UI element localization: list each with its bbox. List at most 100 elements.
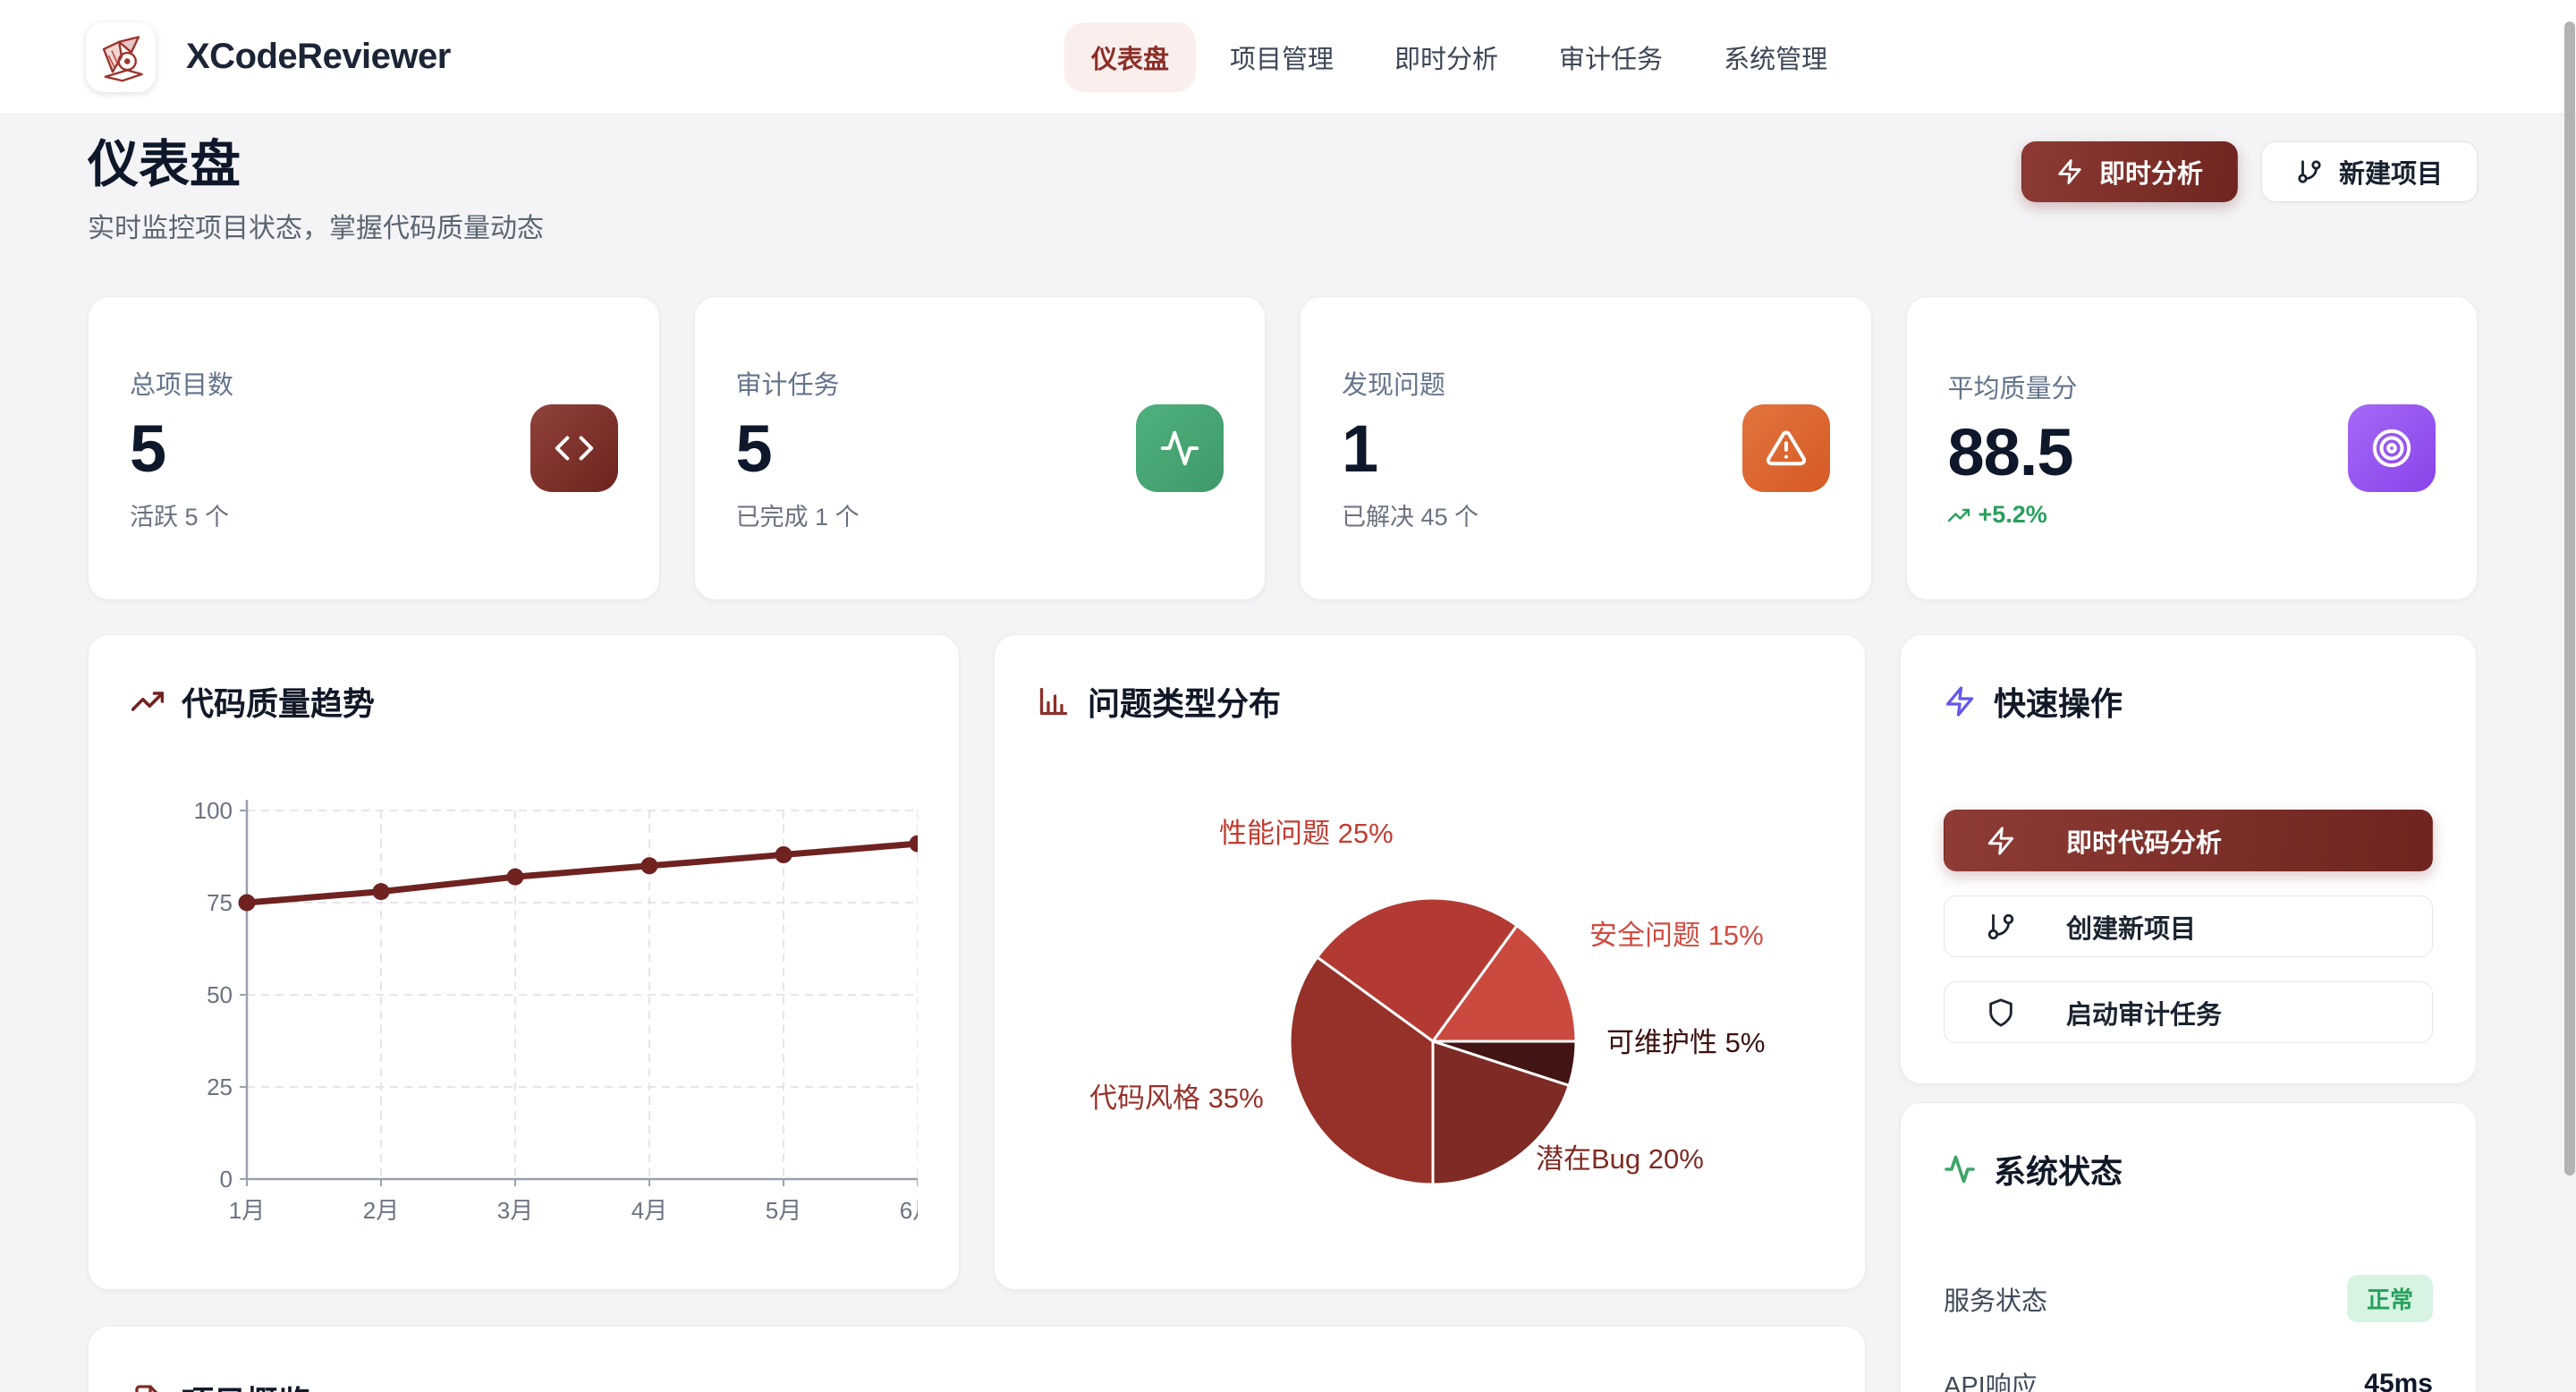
pie-slice-性能问题	[1316, 896, 1519, 1043]
quick-actions-buttons: 即时代码分析 创建新项目 启动审计任务	[1944, 810, 2433, 1043]
lightning-icon	[1945, 686, 1974, 717]
stat-value: 5	[130, 412, 166, 486]
stat-text: 审计任务 5 已完成 1 个	[736, 364, 860, 532]
git-branch-icon	[2298, 160, 2321, 183]
pie-label-代码风格: 代码风格 35%	[1089, 1082, 1264, 1114]
即时分析-button[interactable]: 即时分析	[2021, 141, 2238, 202]
trending-up-icon	[131, 692, 164, 711]
quick-action-即时代码分析[interactable]: 即时代码分析	[1944, 810, 2433, 871]
button-label: 新建项目	[2338, 160, 2443, 189]
code-icon	[555, 436, 593, 461]
stat-label: 总项目数	[130, 371, 234, 400]
right-column: 快速操作 即时代码分析 创建新项目 启动审计任务 系统状态 服务状态 正常 AP…	[1900, 634, 2477, 1392]
stat-sub: 已完成 1 个	[735, 504, 860, 530]
stat-label: 审计任务	[735, 371, 840, 400]
issue-distribution-card: 问题类型分布 性能问题 25% 安全问题 15% 可维护性 5% 潜在Bug 20% 代…	[994, 634, 1866, 1290]
svg-text:0: 0	[220, 1166, 233, 1193]
quality-trend-title-row: 代码质量趋势	[131, 678, 916, 725]
stat-sub: 已解决 45 个	[1342, 504, 1479, 530]
quick-actions-card: 快速操作 即时代码分析 创建新项目 启动审计任务	[1900, 634, 2477, 1084]
red-origami-bird-icon	[102, 35, 143, 81]
charts-row: 代码质量趋势 0 25 50 75 100 1月 2月 3月 4月 5月 6月 问题类型分布 性能问…	[88, 634, 1866, 1290]
stat-label: 发现问题	[1342, 371, 1446, 400]
svg-text:4月: 4月	[631, 1197, 667, 1224]
nav-item-仪表盘[interactable]: 仪表盘	[1064, 22, 1197, 92]
pie-slice-代码风格	[1288, 955, 1435, 1186]
pie-label-性能问题: 性能问题 25%	[1219, 818, 1394, 849]
stat-value: 1	[1342, 412, 1378, 486]
pie-label-可维护性: 可维护性 5%	[1606, 1027, 1766, 1058]
page-head-text: 仪表盘 实时监控项目状态，掌握代码质量动态	[88, 134, 544, 245]
issue-distribution-title: 问题类型分布	[1088, 685, 1282, 722]
project-overview-title: 项目概览	[182, 1377, 310, 1392]
svg-text:1月: 1月	[229, 1197, 265, 1224]
nav-item-项目管理[interactable]: 项目管理	[1230, 46, 1335, 74]
stat-card-审计任务: 审计任务 5 已完成 1 个	[693, 296, 1266, 600]
svg-text:2月: 2月	[363, 1197, 399, 1224]
nav-item-审计任务[interactable]: 审计任务	[1559, 46, 1664, 74]
quick-actions-title-row: 快速操作	[1944, 678, 2433, 725]
pie-label-安全问题: 安全问题 15%	[1589, 920, 1764, 951]
button-label: 创建新项目	[2066, 914, 2197, 944]
project-overview-card: 项目概览	[88, 1326, 1866, 1392]
quick-action-启动审计任务[interactable]: 启动审计任务	[1944, 981, 2433, 1043]
stat-icon-tile	[1136, 404, 1224, 492]
svg-text:100: 100	[194, 797, 233, 824]
status-row-label: 服务状态	[1944, 1286, 2048, 1316]
pie-slice-潜在Bug	[1431, 1040, 1571, 1186]
stat-text: 平均质量分 88.5 +5.2%	[1947, 368, 2078, 529]
nav-item-即时分析[interactable]: 即时分析	[1394, 46, 1499, 74]
quick-actions-title: 快速操作	[1994, 685, 2123, 722]
trending-up-icon	[1947, 508, 1970, 522]
page-title: 仪表盘	[88, 136, 241, 193]
activity-icon	[1160, 430, 1199, 466]
vertical-scrollbar-thumb[interactable]	[2564, 21, 2575, 1176]
alert-triangle-icon	[1766, 430, 1806, 466]
status-badge: 正常	[2346, 1275, 2433, 1322]
status-row-value: 45ms	[2364, 1369, 2433, 1392]
bar-chart-icon	[1039, 687, 1068, 716]
stat-sub: +5.2%	[1947, 501, 2078, 529]
stat-label: 平均质量分	[1947, 375, 2078, 403]
stat-icon-tile	[2348, 404, 2436, 492]
stat-card-总项目数: 总项目数 5 活跃 5 个	[88, 296, 660, 600]
activity-icon	[1945, 1155, 1975, 1184]
pie-label-潜在Bug: 潜在Bug 20%	[1536, 1143, 1704, 1175]
stat-value: 88.5	[1947, 415, 2074, 489]
svg-text:3月: 3月	[497, 1197, 533, 1224]
lightning-icon	[1987, 826, 2014, 855]
system-status-card: 系统状态 服务状态 正常 API响应 45ms	[1900, 1102, 2477, 1392]
left-column: 代码质量趋势 0 25 50 75 100 1月 2月 3月 4月 5月 6月 问题类型分布 性能问…	[88, 634, 1866, 1392]
svg-text:50: 50	[207, 981, 233, 1008]
page-actions: 即时分析 新建项目	[2021, 141, 2478, 202]
main-nav: 仪表盘 项目管理 即时分析 审计任务 系统管理	[1064, 0, 1854, 115]
新建项目-button[interactable]: 新建项目	[2260, 141, 2478, 202]
brand-logo[interactable]: XCodeReviewer	[86, 21, 451, 92]
stat-text: 总项目数 5 活跃 5 个	[130, 364, 233, 532]
stat-sub: 活跃 5 个	[130, 504, 230, 530]
stat-card-发现问题: 发现问题 1 已解决 45 个	[1300, 296, 1872, 600]
target-icon	[2372, 429, 2411, 468]
project-overview-title-row: 项目概览	[131, 1377, 1822, 1392]
trending-up-icon	[131, 685, 164, 717]
activity-icon	[1944, 1153, 1976, 1185]
app-header: XCodeReviewer 仪表盘 项目管理 即时分析 审计任务 系统管理	[0, 0, 2576, 115]
nav-item-系统管理[interactable]: 系统管理	[1724, 46, 1828, 74]
system-status-rows: 服务状态 正常 API响应 45ms	[1944, 1275, 2433, 1392]
button-label: 即时分析	[2098, 160, 2203, 189]
svg-text:25: 25	[207, 1074, 233, 1100]
quick-action-创建新项目[interactable]: 创建新项目	[1944, 895, 2433, 957]
issue-distribution-pie-chart	[1288, 896, 1578, 1186]
svg-text:75: 75	[207, 889, 233, 916]
stat-card-平均质量分: 平均质量分 88.5 +5.2%	[1905, 296, 2478, 600]
pie-slice-安全问题	[1431, 924, 1578, 1043]
page-head: 仪表盘 实时监控项目状态，掌握代码质量动态 即时分析 新建项目	[88, 134, 2478, 245]
stat-cards-row: 总项目数 5 活跃 5 个 审计任务 5 已完成 1 个 发现问题 1 已解决 …	[88, 296, 2478, 600]
stat-icon-tile	[1741, 404, 1830, 492]
issue-distribution-title-row: 问题类型分布	[1038, 678, 1822, 725]
svg-text:6月: 6月	[900, 1197, 918, 1224]
app-title: XCodeReviewer	[186, 37, 451, 76]
page-subtitle: 实时监控项目状态，掌握代码质量动态	[88, 214, 544, 243]
quality-trend-title: 代码质量趋势	[182, 685, 376, 722]
lightning-icon	[2058, 159, 2081, 184]
